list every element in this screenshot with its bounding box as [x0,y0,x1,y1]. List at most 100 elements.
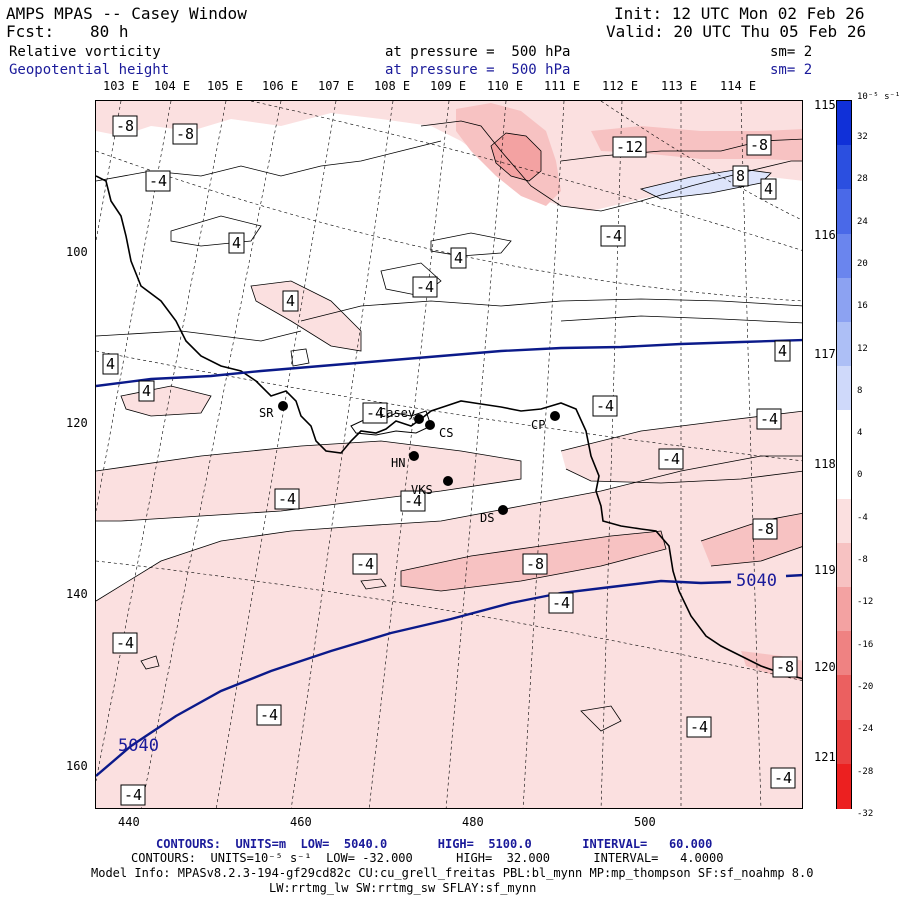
y-tick-label: 140 [66,587,88,601]
graticule [96,101,802,808]
meridian [290,101,394,808]
station-marker-sr [278,401,288,411]
colorbar-segment [837,542,851,588]
footer-vort-contours: CONTOURS: UNITS=10⁻⁵ s⁻¹ LOW= -32.000 HI… [131,851,724,865]
contour-label-box [732,165,749,187]
station-marker-vks [443,476,453,486]
contour-label-text: -4 [416,278,434,296]
lon-label-top: 103 E [103,79,140,93]
contour-line [490,132,542,182]
contour-label-text: -4 [149,172,167,190]
contour-label-box [450,247,467,269]
y-tick-label: 160 [66,759,88,773]
contour-line [140,655,160,670]
x-tick-label: 460 [290,815,312,829]
forecast-hour: 80 h [90,22,129,41]
contour-line [250,280,362,352]
station-label-sr: SR [259,406,274,420]
contour-label-text: -4 [760,410,778,428]
contour-line [120,385,212,417]
lon-label-top: 109 E [430,79,467,93]
contour-label-text: -8 [750,136,768,154]
contour-label-box [774,340,791,362]
contour-label-box [522,553,548,575]
colorbar-label: -24 [857,724,874,735]
x-tick-label: 440 [118,815,140,829]
contour-label-text: 4 [232,234,241,252]
lon-label-top: 111 E [544,79,581,93]
colorbar-segment [837,587,851,632]
contour-label-box [172,123,198,145]
colorbar-label: 20 [857,258,868,269]
colorbar-label: -20 [857,681,874,692]
contour-label-text: -4 [366,404,384,422]
colorbar [836,100,852,809]
contour-label-text: 4 [454,249,463,267]
contour-line [565,468,802,484]
contour-line [300,298,802,322]
contour-label-box [145,170,171,192]
station-marker-cp [550,411,560,421]
contour-line [420,120,802,212]
contour-line [430,232,512,257]
vort-labels: -8 -8 -4 -12 -8 8 -4 4 4 -4 4 4 4 -4 -4 4 4 -4 -4 -4 -4 -8 -8 -… [102,115,798,806]
contour-label-box [228,232,245,254]
contour-line [400,530,667,592]
contour-label-text: -4 [552,594,570,612]
contour-label-text: 4 [778,342,787,360]
contour-line [290,348,310,367]
colorbar-segment [837,233,851,279]
contour-label-box [772,656,798,678]
contour-label-box [770,767,796,789]
lon-label-top: 113 E [661,79,698,93]
map-panel: -8 -8 -4 -12 -8 8 -4 4 4 -4 4 4 4 -4 -4 4 4 -4 -4 -4 -4 -8 -8 -… [95,100,803,809]
parallel [96,150,802,302]
x-tick-label: 480 [462,815,484,829]
shade-neg-right-mid [561,411,802,483]
meridian [445,101,507,808]
station-label-ds: DS [480,511,494,525]
lon-label-top: 114 E [720,79,757,93]
contour-label-text: -4 [278,490,296,508]
contour-line [710,546,802,567]
contour-line [170,215,262,247]
contour-label-text: -4 [260,706,278,724]
field1-name: Relative vorticity [9,44,161,60]
contour-label-text: 4 [142,382,151,400]
contour-label-text: -12 [616,138,643,156]
colorbar-label: 28 [857,174,868,185]
contour-label-box [112,632,138,654]
height-5040-north [96,338,802,388]
station-marker-cs [425,420,435,430]
contour-label-text: -4 [774,769,792,787]
station-label-hn: HN [391,456,405,470]
colorbar-label: -8 [857,555,868,565]
contour-label-text: -4 [604,227,622,245]
contour-label-box [138,380,155,402]
contour-label-box [120,784,146,806]
station-label-cp: CP [531,418,545,432]
meridian [368,101,450,808]
meridian [522,101,565,808]
parallel [96,350,802,462]
contour-label-text: 4 [286,292,295,310]
contour-label-box [400,490,426,512]
contour-label-text: -4 [662,450,680,468]
colorbar-label: -12 [857,597,874,608]
lon-label-top: 110 E [487,79,524,93]
contour-label-text: -4 [404,492,422,510]
contour-label-box [412,276,438,298]
contour-label-text: -4 [596,397,614,415]
colorbar-label: -32 [857,808,874,819]
meridian [740,101,762,808]
contour-label-box [752,518,778,540]
colorbar-label: 12 [857,343,868,354]
height-label: 5040 [118,736,159,756]
colorbar-segment [837,410,851,455]
colorbar-label: -4 [857,512,868,523]
contour-label-text: -8 [176,125,194,143]
contour-label-text: -8 [756,520,774,538]
contour-label-text: -4 [124,786,142,804]
contour-label-text: -4 [690,718,708,736]
contour-label-box [746,134,772,156]
